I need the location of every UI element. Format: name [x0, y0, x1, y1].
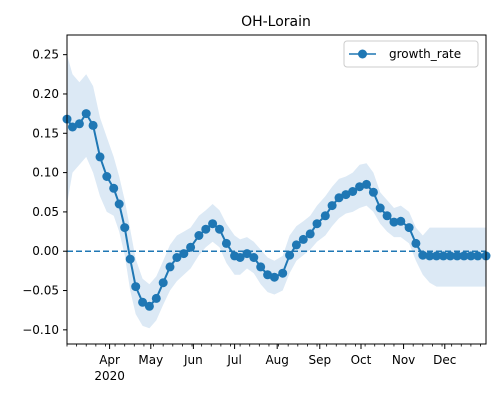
data-point: [459, 251, 469, 261]
data-point: [285, 250, 295, 260]
data-point: [242, 249, 252, 259]
legend-marker: [358, 49, 367, 59]
data-point: [362, 179, 371, 189]
data-point: [473, 251, 483, 261]
data-point: [327, 201, 337, 211]
data-point: [418, 250, 428, 260]
data-point: [425, 251, 435, 261]
data-point: [432, 251, 441, 261]
data-point: [74, 119, 84, 129]
data-point: [466, 251, 476, 261]
data-point: [269, 272, 279, 282]
y-tick-label: 0.00: [32, 244, 59, 258]
data-point: [334, 193, 344, 203]
data-point: [452, 251, 462, 261]
legend: growth_rate: [343, 40, 479, 68]
x-tick-label: Oct: [351, 353, 372, 367]
data-point: [208, 219, 218, 229]
data-point: [165, 262, 175, 272]
data-point: [305, 229, 315, 239]
y-tick-label: 0.15: [32, 126, 59, 140]
data-point: [95, 152, 105, 162]
x-tick-label: Nov: [392, 353, 415, 367]
data-point: [158, 278, 168, 288]
x-tick-label: Jun: [183, 353, 203, 367]
data-point: [102, 172, 112, 181]
data-point: [263, 270, 273, 280]
data-point: [81, 109, 91, 119]
y-tick-label: −0.05: [22, 284, 59, 298]
data-point: [68, 122, 77, 132]
data-point: [355, 182, 365, 192]
data-point: [179, 249, 189, 259]
data-point: [348, 187, 358, 196]
legend-label: growth_rate: [389, 47, 461, 61]
y-tick-label: 0.20: [32, 87, 59, 101]
x-tick-label: Dec: [433, 353, 456, 367]
data-point: [138, 297, 148, 307]
x-tick-label: Apr: [99, 353, 120, 367]
data-point: [445, 251, 455, 261]
data-point: [320, 211, 330, 221]
data-point: [109, 183, 119, 193]
data-point: [131, 282, 141, 292]
data-point: [201, 224, 211, 234]
x-year-label: 2020: [94, 369, 125, 383]
data-point: [404, 223, 414, 233]
data-point: [235, 253, 245, 262]
x-tick-label: Sep: [308, 353, 331, 367]
data-point: [144, 301, 154, 311]
data-point: [438, 251, 448, 261]
data-point: [125, 254, 135, 264]
data-point: [249, 253, 259, 262]
plot-frame: [66, 34, 487, 345]
data-point: [194, 231, 204, 240]
data-point: [341, 190, 351, 200]
y-tick-label: 0.05: [32, 205, 59, 219]
data-point: [396, 216, 406, 226]
y-tick-label: 0.25: [32, 48, 59, 62]
confidence-band: [67, 54, 486, 329]
data-point: [120, 223, 130, 233]
axes: −0.10 −0.05 0.00 0.05 0.10 0.15 0.20 0.25 Apr May…: [22, 34, 487, 383]
x-tick-label: Aug: [265, 353, 288, 367]
data-point: [186, 242, 196, 252]
data-point: [389, 217, 399, 227]
data-point: [114, 199, 124, 209]
data-point: [88, 120, 98, 130]
plot-area: [62, 54, 491, 329]
x-tick-label: Jul: [226, 353, 241, 367]
legend-box: [343, 40, 479, 68]
data-point: [172, 253, 182, 262]
data-point: [278, 268, 288, 278]
y-tick-label: 0.10: [32, 166, 59, 180]
data-point: [215, 224, 224, 234]
data-point: [368, 187, 378, 197]
data-point: [221, 238, 231, 248]
data-point: [411, 238, 421, 248]
data-point: [312, 219, 322, 229]
chart-title: OH-Lorain: [241, 14, 311, 30]
data-point: [151, 293, 161, 303]
data-point: [382, 211, 392, 221]
data-point: [256, 262, 266, 272]
data-point: [291, 240, 301, 250]
y-tick-label: −0.10: [22, 323, 59, 337]
x-tick-label: May: [138, 353, 163, 367]
data-point: [298, 234, 308, 244]
data-point: [375, 203, 385, 213]
